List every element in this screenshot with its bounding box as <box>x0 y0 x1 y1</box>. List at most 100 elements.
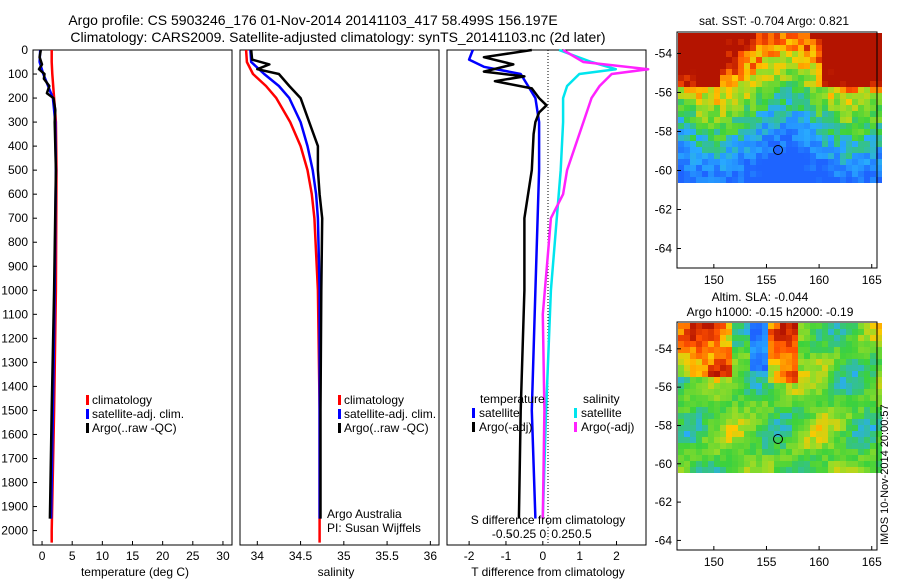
x-tick-label: 35.5 <box>375 549 399 563</box>
sst-cell <box>786 39 792 45</box>
sst-cell <box>702 105 708 111</box>
sla-cell <box>696 365 702 371</box>
sla-cell <box>684 383 690 389</box>
sst-cell <box>690 165 696 171</box>
sst-cell <box>678 141 684 147</box>
sla-cell <box>702 347 708 353</box>
sst-cell <box>732 159 738 165</box>
sla-cell <box>678 347 684 353</box>
sst-cell <box>870 93 876 99</box>
sla-cell <box>852 443 858 449</box>
sst-cell <box>684 177 690 183</box>
sla-cell <box>768 371 774 377</box>
sst-cell <box>798 33 804 39</box>
sla-cell <box>750 407 756 413</box>
sst-cell <box>852 147 858 153</box>
sst-cell <box>870 111 876 117</box>
sst-cell <box>708 159 714 165</box>
sst-cell <box>762 33 768 39</box>
sst-cell <box>696 45 702 51</box>
sst-map-title: sat. SST: -0.704 Argo: 0.821 <box>699 14 849 28</box>
sla-cell <box>690 425 696 431</box>
sla-map-axis: 150 155 160 165-54-56-58-60-62-64 <box>655 342 882 569</box>
sst-cell <box>816 171 822 177</box>
sla-cell <box>726 467 732 473</box>
sla-cell <box>864 467 870 473</box>
sla-cell <box>762 353 768 359</box>
sst-cell <box>846 123 852 129</box>
sst-cell <box>792 117 798 123</box>
sst-cell <box>762 51 768 57</box>
sla-cell <box>840 455 846 461</box>
sla-cell <box>720 407 726 413</box>
sla-cell <box>834 461 840 467</box>
sst-cell <box>750 177 756 183</box>
sla-cell <box>732 335 738 341</box>
sst-cell <box>690 171 696 177</box>
sst-cell <box>858 117 864 123</box>
sla-cell <box>690 419 696 425</box>
sst-cell <box>798 39 804 45</box>
sst-cell <box>834 177 840 183</box>
sst-cell <box>738 75 744 81</box>
float-position-marker <box>773 434 783 444</box>
sla-cell <box>756 383 762 389</box>
sla-cell <box>786 467 792 473</box>
sla-cell <box>798 353 804 359</box>
sst-cell <box>852 117 858 123</box>
sst-cell <box>864 135 870 141</box>
sla-cell <box>678 329 684 335</box>
sst-cell <box>732 51 738 57</box>
sst-cell <box>696 51 702 57</box>
profile-line <box>541 48 650 519</box>
sla-cell <box>678 425 684 431</box>
sst-cell <box>768 105 774 111</box>
sst-cell <box>792 33 798 39</box>
lat-tick-label: -58 <box>655 418 673 432</box>
sla-cell <box>786 365 792 371</box>
sst-cell <box>852 105 858 111</box>
sla-cell <box>810 365 816 371</box>
sla-cell <box>810 413 816 419</box>
sst-cell <box>840 39 846 45</box>
sla-cell <box>684 371 690 377</box>
sla-cell <box>804 371 810 377</box>
sla-cell <box>834 437 840 443</box>
sla-cell <box>750 389 756 395</box>
sla-cell <box>852 401 858 407</box>
sla-cell <box>840 359 846 365</box>
sst-cell <box>720 141 726 147</box>
sla-cell <box>714 467 720 473</box>
sla-cell <box>852 455 858 461</box>
sla-cell <box>822 419 828 425</box>
sla-cell <box>762 407 768 413</box>
sla-cell <box>816 377 822 383</box>
sst-cell <box>714 123 720 129</box>
sla-cell <box>720 431 726 437</box>
sst-cell <box>708 75 714 81</box>
sst-cell <box>756 69 762 75</box>
sst-cell <box>768 165 774 171</box>
sla-cell <box>714 395 720 401</box>
sst-cell <box>816 33 822 39</box>
sst-cell <box>828 141 834 147</box>
sla-cell <box>870 467 876 473</box>
sla-cell <box>744 401 750 407</box>
sst-cell <box>744 135 750 141</box>
sst-cell <box>828 81 834 87</box>
sst-cell <box>702 39 708 45</box>
sst-cell <box>858 99 864 105</box>
sst-cell <box>720 81 726 87</box>
sst-cell <box>840 33 846 39</box>
sst-cell <box>708 33 714 39</box>
sst-cell <box>678 111 684 117</box>
sst-cell <box>732 111 738 117</box>
sst-cell <box>756 63 762 69</box>
sla-cell <box>738 449 744 455</box>
sla-cell <box>858 329 864 335</box>
sla-cell <box>774 365 780 371</box>
sst-cell <box>714 111 720 117</box>
sst-cell <box>684 141 690 147</box>
sst-cell <box>738 159 744 165</box>
legend-label-s-argo: Argo(-adj) <box>581 420 634 434</box>
